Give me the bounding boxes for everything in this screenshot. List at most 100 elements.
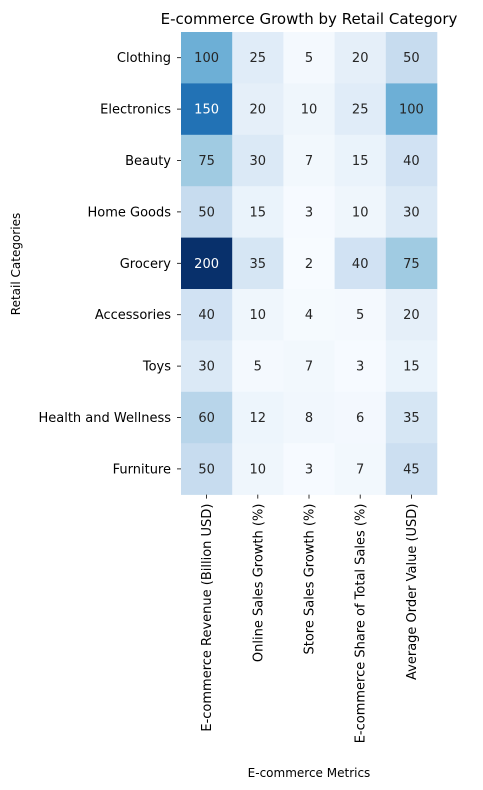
cell-value-label: 3 — [305, 462, 313, 477]
heatmap-cell — [181, 340, 233, 393]
cell-value-label: 20 — [403, 308, 420, 323]
y-tick-label: Grocery — [120, 257, 172, 272]
heatmap-cell — [232, 340, 284, 393]
cell-value-label: 25 — [250, 51, 267, 66]
heatmap-cell — [181, 443, 233, 495]
cell-value-label: 3 — [305, 205, 313, 220]
cell-value-label: 50 — [198, 462, 215, 477]
y-tick-label: Health and Wellness — [38, 411, 171, 426]
cell-value-label: 15 — [352, 154, 369, 169]
cell-value-label: 15 — [250, 205, 267, 220]
cell-value-label: 10 — [250, 462, 267, 477]
cell-value-label: 200 — [194, 257, 219, 272]
heatmap-cell — [385, 134, 438, 187]
y-tick-label: Furniture — [113, 462, 171, 477]
heatmap-cell — [385, 83, 438, 136]
heatmap-cell — [232, 83, 284, 136]
cell-value-label: 10 — [352, 205, 369, 220]
heatmap-cell — [181, 289, 233, 341]
heatmap-cell — [385, 186, 438, 238]
heatmap-cell — [232, 186, 284, 238]
heatmap-cell — [232, 134, 284, 187]
heatmap-cell — [283, 340, 335, 393]
heatmap-cell — [334, 340, 387, 393]
y-tick-label: Toys — [142, 360, 171, 375]
cell-value-label: 150 — [194, 103, 219, 118]
cell-value-label: 100 — [399, 103, 424, 118]
heatmap-cell — [283, 237, 335, 290]
cell-value-label: 10 — [301, 103, 318, 118]
y-tick-label: Beauty — [125, 154, 171, 169]
cell-value-label: 30 — [250, 154, 267, 169]
heatmap-cell — [283, 83, 335, 136]
cell-value-label: 30 — [198, 360, 215, 375]
heatmap-cell — [232, 443, 284, 495]
cell-value-label: 100 — [194, 51, 219, 66]
y-tick-label: Home Goods — [87, 205, 171, 220]
cell-value-label: 5 — [356, 308, 364, 323]
heatmap-cell — [283, 32, 335, 84]
heatmap-cell — [385, 237, 438, 290]
cell-value-label: 25 — [352, 103, 369, 118]
heatmap-cell — [181, 134, 233, 187]
cell-value-label: 5 — [305, 51, 313, 66]
heatmap-cell — [334, 83, 387, 136]
cell-value-label: 40 — [403, 154, 420, 169]
cell-value-label: 6 — [356, 411, 364, 426]
heatmap-cell — [283, 289, 335, 341]
x-tick-labels: E-commerce Revenue (Billion USD) Online S… — [200, 494, 420, 743]
x-tick-label: Online Sales Growth (%) — [251, 504, 266, 662]
heatmap-cell — [283, 134, 335, 187]
cell-value-label: 12 — [250, 411, 267, 426]
cell-value-label: 20 — [352, 51, 369, 66]
cell-value-label: 50 — [198, 205, 215, 220]
y-tick-label: Accessories — [95, 308, 171, 323]
y-tick-label: Clothing — [117, 51, 171, 66]
heatmap-cell — [232, 237, 284, 290]
heatmap-cell — [334, 443, 387, 495]
heatmap-cell — [181, 391, 233, 444]
heatmap-cell — [334, 237, 387, 290]
cell-value-label: 75 — [403, 257, 420, 272]
heatmap-cell — [385, 32, 438, 84]
heatmap-cell — [334, 134, 387, 187]
heatmap-cell — [385, 443, 438, 495]
heatmap-cell — [181, 32, 233, 84]
x-axis-label: E-commerce Metrics — [248, 766, 371, 780]
cell-value-label: 7 — [356, 462, 364, 477]
cell-value-label: 4 — [305, 308, 313, 323]
heatmap-cell — [385, 289, 438, 341]
heatmap-cell — [232, 289, 284, 341]
x-tick-label: Average Order Value (USD) — [405, 504, 420, 680]
heatmap-cell — [283, 443, 335, 495]
heatmap-cell — [283, 186, 335, 238]
cell-value-label: 7 — [305, 360, 313, 375]
cell-value-label: 5 — [254, 360, 262, 375]
heatmap-cell — [232, 391, 284, 444]
y-tick-labels: Clothing Electronics Beauty Home Goods Groce… — [38, 51, 181, 477]
heatmap-cell — [181, 83, 233, 136]
cell-value-label: 15 — [403, 360, 420, 375]
y-axis-label: Retail Categories — [9, 213, 23, 315]
heatmap-cell — [181, 186, 233, 238]
chart-title: E-commerce Growth by Retail Category — [161, 10, 458, 28]
heatmap-cell — [334, 186, 387, 238]
cell-value-label: 10 — [250, 308, 267, 323]
cell-value-label: 50 — [403, 51, 420, 66]
heatmap-cell — [334, 289, 387, 341]
cell-value-label: 2 — [305, 257, 313, 272]
heatmap-cell — [385, 340, 438, 393]
x-tick-label: E-commerce Revenue (Billion USD) — [200, 504, 215, 732]
cell-value-label: 45 — [403, 462, 420, 477]
cell-value-label: 8 — [305, 411, 313, 426]
cell-value-label: 40 — [352, 257, 369, 272]
heatmap-cell — [283, 391, 335, 444]
cell-value-label: 40 — [198, 308, 215, 323]
heatmap-cell — [232, 32, 284, 84]
cell-value-label: 3 — [356, 360, 364, 375]
cell-value-label: 30 — [403, 205, 420, 220]
heatmap-cell — [181, 237, 233, 290]
heatmap-cell — [334, 391, 387, 444]
